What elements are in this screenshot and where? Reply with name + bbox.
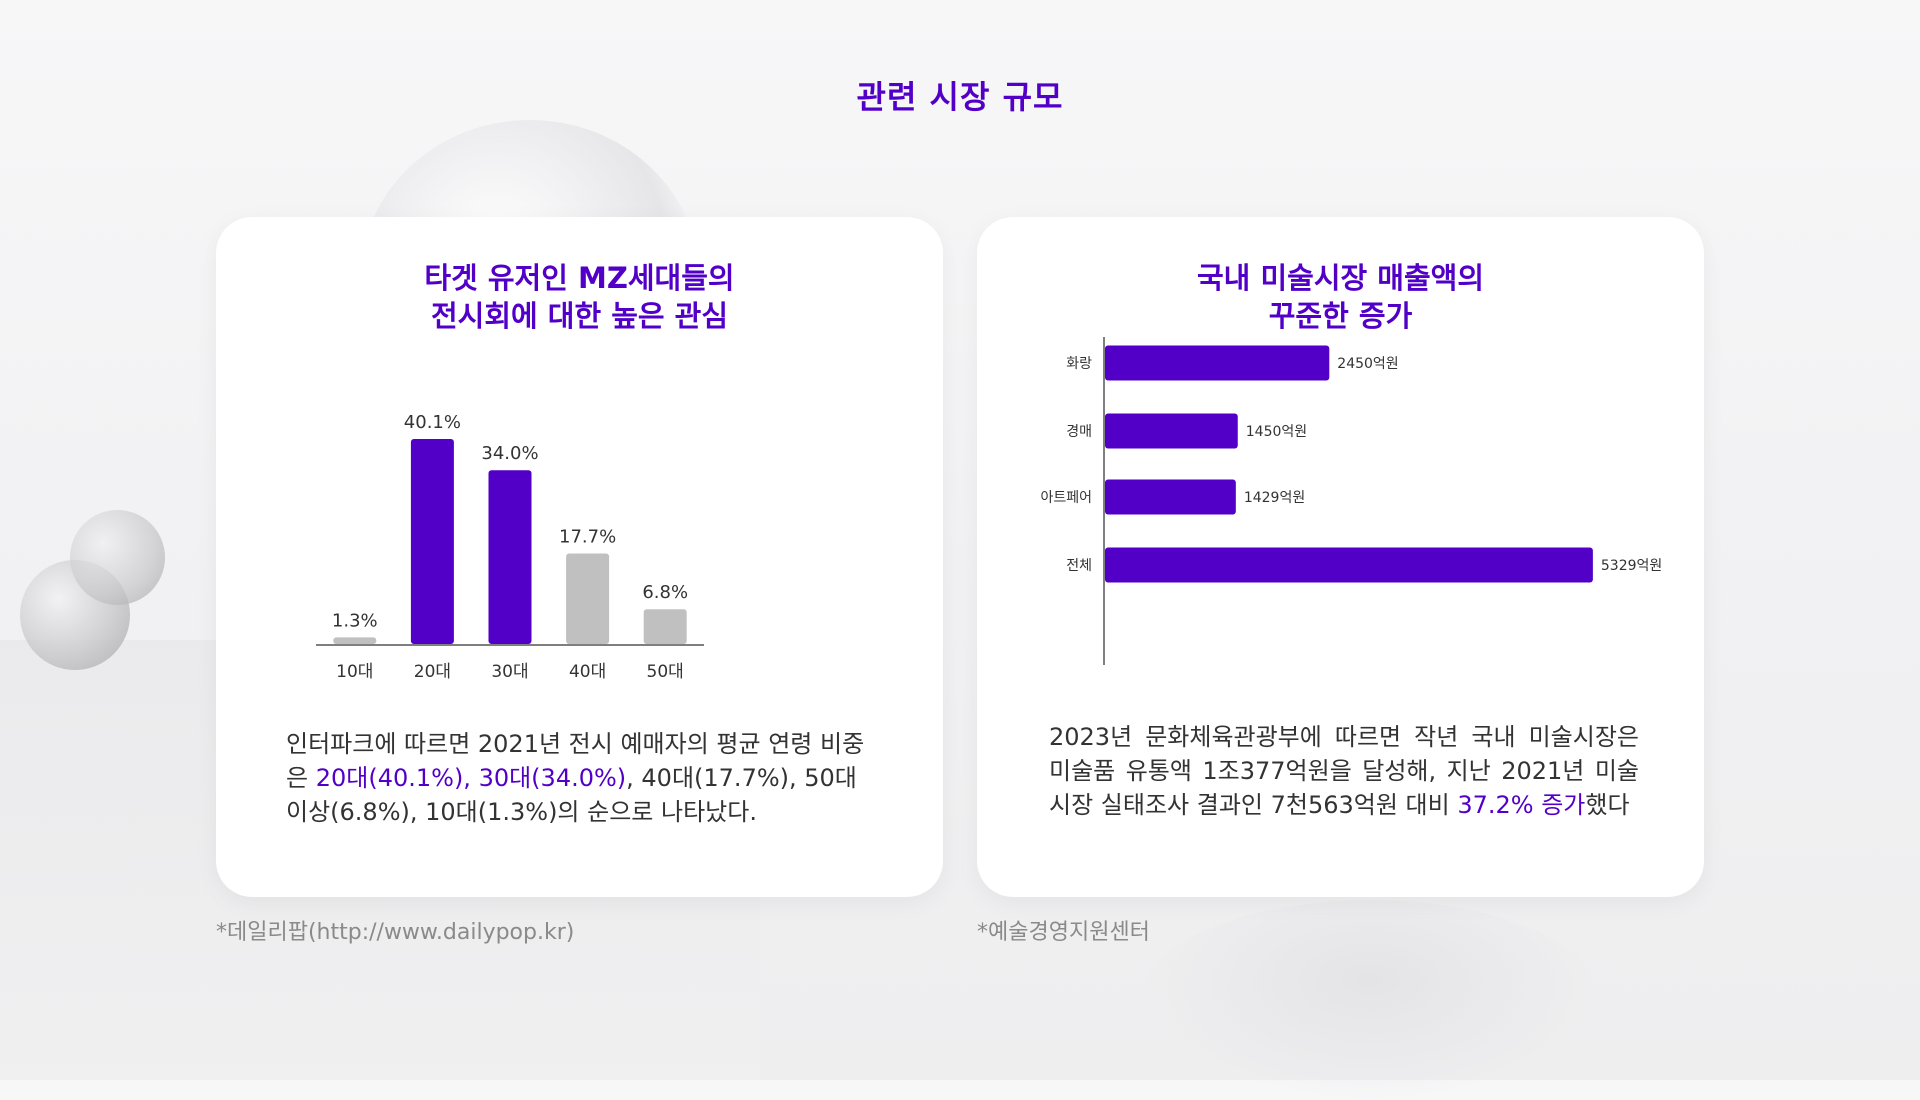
category-label: 40대 bbox=[569, 662, 606, 682]
bar-value-label: 2450억원 bbox=[1337, 356, 1398, 372]
category-label: 30대 bbox=[491, 662, 528, 682]
desc-text: 인터파크에 따르면 2021년 전시 예매자의 평균 연령 비중은 bbox=[286, 730, 865, 792]
desc-text: , 40대(17.7%), 50대 이상(6.8%), 10대(1.3%)의 순… bbox=[286, 764, 857, 826]
bar-value-label: 1450억원 bbox=[1246, 424, 1307, 440]
bar-value-label: 1.3% bbox=[332, 610, 378, 631]
bar-value-label: 6.8% bbox=[642, 582, 688, 603]
card-title-line: 타겟 유저인 MZ세대들의 bbox=[424, 261, 735, 295]
bar bbox=[1105, 479, 1236, 515]
bar bbox=[1105, 413, 1238, 449]
bar-value-label: 40.1% bbox=[404, 412, 461, 433]
bar bbox=[488, 470, 532, 644]
desc-highlight: 20대(40.1%), 30대(34.0%) bbox=[315, 764, 627, 792]
desc-highlight: 37.2% 증가 bbox=[1457, 791, 1586, 819]
bar bbox=[1105, 547, 1593, 583]
card-title-line: 꾸준한 증가 bbox=[1268, 299, 1413, 333]
page-title: 관련 시장 규모 bbox=[856, 78, 1064, 116]
age-distribution-card: 타겟 유저인 MZ세대들의 전시회에 대한 높은 관심 1.3% 10대 40.1%… bbox=[216, 217, 943, 897]
bar-value-label: 1429억원 bbox=[1244, 490, 1305, 506]
card-title: 타겟 유저인 MZ세대들의 전시회에 대한 높은 관심 bbox=[216, 259, 943, 335]
category-label: 전체 bbox=[1066, 558, 1092, 574]
source-note: *데일리팝(http://www.dailypop.kr) bbox=[216, 920, 575, 945]
category-label: 아트페어 bbox=[1040, 490, 1092, 506]
bar-value-label: 17.7% bbox=[559, 527, 616, 548]
category-label: 50대 bbox=[647, 662, 684, 682]
category-label: 10대 bbox=[336, 662, 373, 682]
category-label: 경매 bbox=[1066, 424, 1092, 440]
bar bbox=[410, 439, 454, 644]
background-glow bbox=[1140, 900, 1600, 1100]
bar bbox=[333, 637, 377, 644]
background-ball bbox=[70, 510, 165, 605]
source-note: *예술경영지원센터 bbox=[977, 920, 1150, 945]
bar bbox=[643, 609, 687, 644]
bar-value-label: 34.0% bbox=[481, 443, 538, 464]
age-description: 인터파크에 따르면 2021년 전시 예매자의 평균 연령 비중은 20대(40… bbox=[286, 727, 886, 829]
background-ball bbox=[20, 560, 130, 670]
bar bbox=[1105, 345, 1330, 381]
card-title: 국내 미술시장 매출액의 꾸준한 증가 bbox=[977, 259, 1704, 335]
market-description: 2023년 문화체육관광부에 따르면 작년 국내 미술시장은 미술품 유통액 1… bbox=[1049, 720, 1639, 822]
desc-text: 2023년 문화체육관광부에 따르면 작년 국내 미술시장은 미술품 유통액 1… bbox=[1049, 723, 1639, 819]
desc-text: 했다 bbox=[1585, 791, 1630, 819]
category-label: 20대 bbox=[414, 662, 451, 682]
category-label: 화랑 bbox=[1066, 356, 1092, 372]
bar-value-label: 5329억원 bbox=[1601, 558, 1662, 574]
age-bar-chart: 1.3% 10대 40.1% 20대 34.0% 30대 17.7% 40대 6.8% 50대 bbox=[316, 412, 704, 682]
bar bbox=[566, 553, 610, 644]
card-title-line: 국내 미술시장 매출액의 bbox=[1197, 261, 1484, 295]
card-title-line: 전시회에 대한 높은 관심 bbox=[430, 299, 729, 333]
